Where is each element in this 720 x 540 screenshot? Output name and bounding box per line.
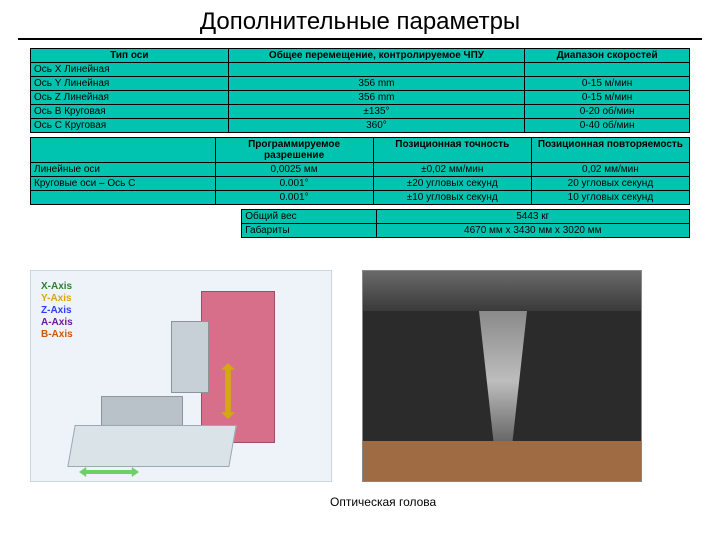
table-cell: 0-15 м/мин: [525, 91, 690, 105]
table-cell: Круговые оси – Ось C: [31, 177, 216, 191]
table-weight: Общий вес5443 кгГабариты4670 мм x 3430 м…: [241, 209, 690, 238]
table-cell: 0.001°: [215, 177, 373, 191]
arrow-x-icon: [79, 467, 139, 477]
optical-head-photo: [362, 270, 642, 482]
machine-diagram: X-Axis Y-Axis Z-Axis A-Axis B-Axis: [30, 270, 332, 482]
table-header: Программируемое разрешение: [215, 138, 373, 163]
table-cell: Габариты: [242, 224, 376, 238]
photo-caption: Оптическая голова: [330, 495, 436, 509]
table-header: Диапазон скоростей: [525, 49, 690, 63]
table-cell: 5443 кг: [376, 210, 689, 224]
axis-a-label: A-Axis: [41, 317, 73, 329]
table-axes: Тип осиОбщее перемещение, контролируемое…: [30, 48, 690, 133]
table-cell: 360°: [228, 119, 525, 133]
table-cell: Ось C Круговая: [31, 119, 229, 133]
table-cell: 356 mm: [228, 91, 525, 105]
axis-y-label: Y-Axis: [41, 293, 73, 305]
table-cell: 0-40 об/мин: [525, 119, 690, 133]
table-cell: [228, 63, 525, 77]
table-cell: ±20 угловых секунд: [373, 177, 531, 191]
table-cell: 0-15 м/мин: [525, 77, 690, 91]
table-cell: [31, 191, 216, 205]
table-header: Позиционная повторяемость: [531, 138, 689, 163]
axis-z-label: Z-Axis: [41, 305, 73, 317]
table-cell: Общий вес: [242, 210, 376, 224]
bed-shape: [363, 441, 641, 481]
gantry-shape: [363, 271, 641, 311]
table-cell: 0.001°: [215, 191, 373, 205]
table-cell: 0-20 об/мин: [525, 105, 690, 119]
table-cell: ±0,02 мм/мин: [373, 163, 531, 177]
page-title: Дополнительные параметры: [18, 0, 702, 40]
stage-shape: [101, 396, 183, 426]
column-shape: [201, 291, 275, 443]
table-header: Общее перемещение, контролируемое ЧПУ: [228, 49, 525, 63]
table-cell: [525, 63, 690, 77]
axis-x-label: X-Axis: [41, 281, 73, 293]
table-header: [31, 138, 216, 163]
table-cell: 4670 мм x 3430 мм x 3020 мм: [376, 224, 689, 238]
table-cell: Линейные оси: [31, 163, 216, 177]
axis-b-label: B-Axis: [41, 329, 73, 341]
table-cell: Ось B Круговая: [31, 105, 229, 119]
table-cell: Ось Z Линейная: [31, 91, 229, 105]
table-cell: 356 mm: [228, 77, 525, 91]
table-cell: Ось Y Линейная: [31, 77, 229, 91]
base-shape: [67, 425, 236, 467]
table-cell: ±10 угловых секунд: [373, 191, 531, 205]
table-header: Позиционная точность: [373, 138, 531, 163]
table-cell: 10 угловых секунд: [531, 191, 689, 205]
table-cell: ±135°: [228, 105, 525, 119]
table-cell: Ось X Линейная: [31, 63, 229, 77]
head-shape: [171, 321, 209, 393]
table-cell: 20 угловых секунд: [531, 177, 689, 191]
table-cell: 0,0025 мм: [215, 163, 373, 177]
table-cell: 0,02 мм/мин: [531, 163, 689, 177]
table-header: Тип оси: [31, 49, 229, 63]
table-resolution: Программируемое разрешениеПозиционная то…: [30, 137, 690, 205]
nozzle-shape: [463, 311, 543, 455]
